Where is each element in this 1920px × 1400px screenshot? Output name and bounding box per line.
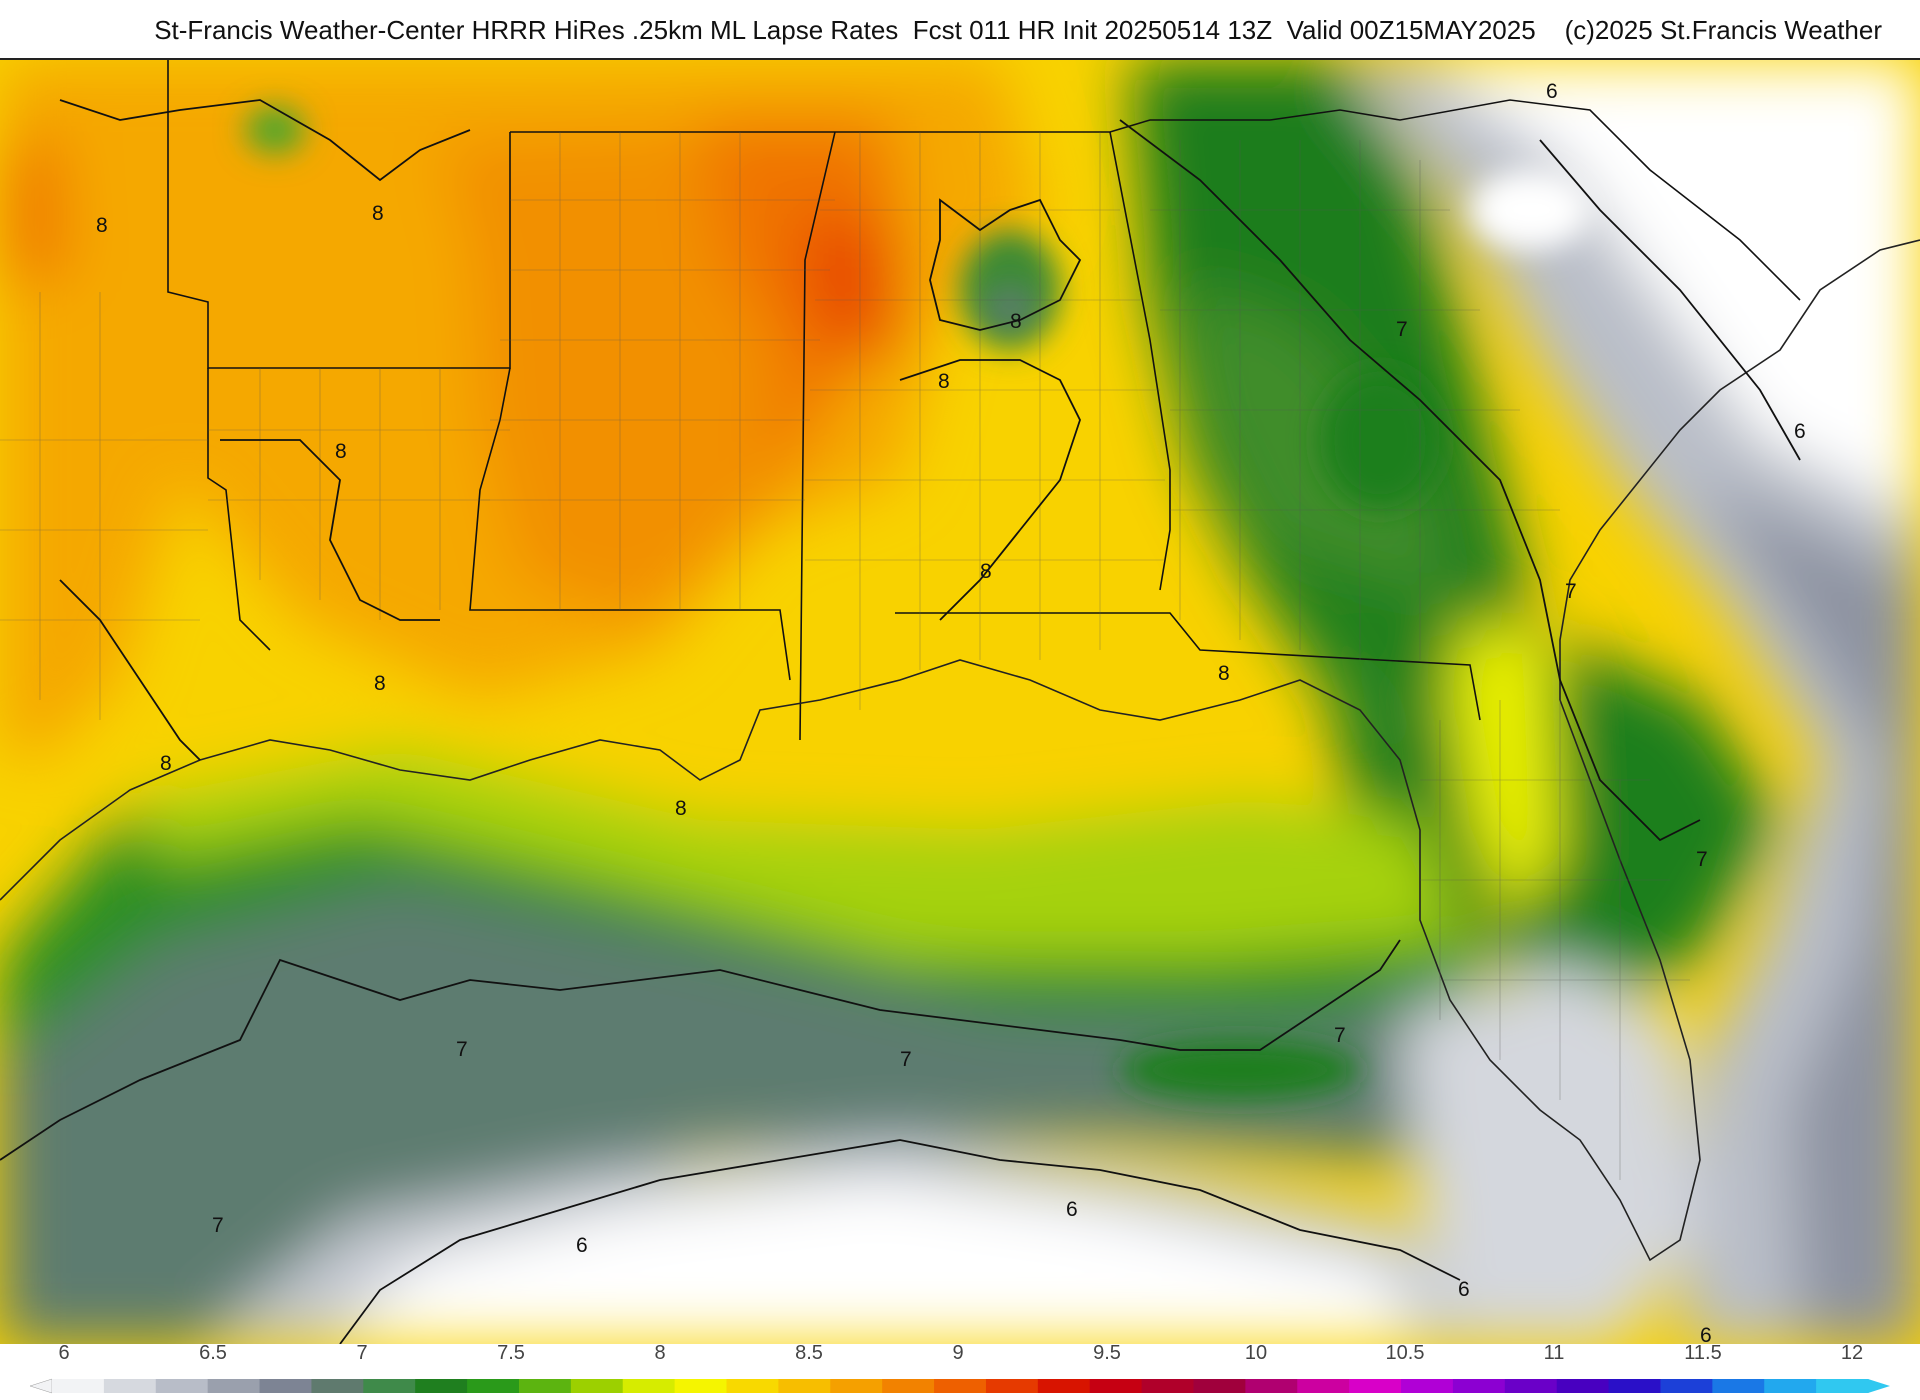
field-shading: [0, 60, 1920, 1344]
contour-label: 6: [1546, 80, 1558, 103]
colorbar-label: 11: [1543, 1342, 1565, 1364]
contour-label: 8: [160, 752, 172, 775]
contour-label: 6: [576, 1234, 588, 1257]
colorbar-swatch: [622, 1379, 676, 1393]
colorbar-label: 10.5: [1385, 1342, 1425, 1364]
colorbar-swatch: [311, 1379, 364, 1393]
contour-labels: 8 8 8 8 8 8 8 8 8 8 7 7 7 7 7 7 7 6 6 6 …: [96, 80, 1806, 1344]
colorbar-swatch: [674, 1379, 728, 1393]
colorbar-label: 6: [58, 1342, 70, 1364]
field-detail: [245, 106, 1590, 1100]
colorbar-label: 9.5: [1093, 1342, 1121, 1364]
contour-label: 6: [1458, 1278, 1470, 1301]
contour-8-texas: [59, 579, 201, 761]
colorbar-label: 8.5: [795, 1342, 823, 1364]
colorbar-swatch: [1504, 1379, 1558, 1393]
map-canvas: 8 8 8 8 8 8 8 8 8 8 7 7 7 7 7 7 7 6 6 6 …: [0, 60, 1920, 1344]
lapse-rate-map: 8 8 8 8 8 8 8 8 8 8 7 7 7 7 7 7 7 6 6 6 …: [0, 58, 1920, 1344]
colorbar-swatch: [1193, 1379, 1246, 1393]
county-lines: [0, 132, 1690, 1180]
colorbar-swatch: [882, 1379, 935, 1393]
colorbar-swatch: [1401, 1379, 1454, 1393]
colorbar: [30, 1378, 1890, 1394]
colorbar-swatch: [985, 1379, 1039, 1393]
colorbar-labels: 6 6.5 7 7.5 8 8.5 9 9.5 10 10.5 11 11.5 …: [0, 1340, 1920, 1368]
contour-label: 8: [96, 214, 108, 237]
colorbar-swatch: [778, 1379, 831, 1393]
colorbar-swatch: [52, 1379, 105, 1393]
contour-label: 7: [1334, 1024, 1346, 1047]
coastline: [0, 239, 1920, 1262]
colorbar-label: 12: [1840, 1342, 1864, 1364]
colorbar-swatch: [415, 1379, 468, 1393]
colorbar-swatch: [1660, 1379, 1713, 1393]
colorbar-swatch: [518, 1379, 572, 1393]
contour-6-northeast: [1539, 139, 1801, 461]
colorbar-swatch: [1556, 1379, 1610, 1393]
contour-label: 7: [1396, 318, 1408, 341]
colorbar-swatch: [726, 1379, 779, 1393]
colorbar-swatch: [155, 1379, 209, 1393]
colorbar-label: 6.5: [199, 1342, 227, 1364]
contour-label: 8: [372, 202, 384, 225]
colorbar-max-arrow: [1868, 1379, 1890, 1393]
contour-label: 7: [212, 1214, 224, 1237]
colorbar-swatch: [103, 1379, 157, 1393]
colorbar-swatch: [934, 1379, 987, 1393]
contour-7-south: [0, 939, 1401, 1161]
colorbar-swatch: [1245, 1379, 1298, 1393]
colorbar-swatch: [570, 1379, 624, 1393]
contour-label: 8: [1218, 662, 1230, 685]
colorbar-swatch: [207, 1379, 261, 1393]
colorbar-label: 8: [654, 1342, 666, 1364]
colorbar-swatch: [1141, 1379, 1195, 1393]
contour-label: 8: [675, 797, 687, 820]
colorbar-min-arrow: [30, 1378, 53, 1394]
colorbar-label: 9: [952, 1342, 964, 1364]
colorbar-swatches: [30, 1378, 1890, 1394]
contour-label: 6: [1794, 420, 1806, 443]
contour-8-north: [59, 99, 471, 182]
colorbar-swatch: [1349, 1379, 1402, 1393]
colorbar-swatch: [1608, 1379, 1662, 1393]
contour-label: 7: [456, 1038, 468, 1061]
contour-label: 8: [335, 440, 347, 463]
map-title: St-Francis Weather-Center HRRR HiRes .25…: [154, 14, 1882, 45]
colorbar-swatch: [363, 1379, 416, 1393]
colorbar-swatch: [1037, 1379, 1091, 1393]
colorbar-label: 10: [1244, 1342, 1268, 1364]
contour-7-east: [1119, 119, 1701, 842]
colorbar-label: 7.5: [497, 1342, 525, 1364]
contour-label: 6: [1700, 1324, 1712, 1344]
contour-label: 8: [938, 370, 950, 393]
contour-label: 8: [374, 672, 386, 695]
colorbar-swatch: [467, 1379, 520, 1393]
colorbar-swatch: [1297, 1379, 1350, 1393]
contour-label: 8: [1010, 310, 1022, 333]
colorbar-swatch: [1452, 1379, 1506, 1393]
contour-8-alabama: [899, 359, 1081, 621]
colorbar-label: 7: [356, 1342, 368, 1364]
contour-label: 6: [1066, 1198, 1078, 1221]
contour-8-alabama-north: [929, 198, 1082, 331]
colorbar-swatch: [830, 1379, 883, 1393]
contour-label: 7: [1565, 580, 1577, 603]
colorbar-label: 11.5: [1684, 1342, 1722, 1364]
colorbar-swatch: [1089, 1379, 1143, 1393]
contour-6-south: [339, 1139, 1461, 1344]
contour-8-louisiana: [220, 439, 440, 621]
colorbar-swatch: [1712, 1379, 1765, 1393]
contour-label: 8: [980, 560, 992, 583]
colorbar-swatch: [259, 1379, 313, 1393]
colorbar-swatch: [1764, 1379, 1817, 1393]
contours: [0, 99, 1801, 1344]
contour-label: 7: [1696, 848, 1708, 871]
colorbar-swatch: [1816, 1379, 1869, 1393]
state-boundaries: [167, 60, 1801, 741]
contour-label: 7: [900, 1048, 912, 1071]
